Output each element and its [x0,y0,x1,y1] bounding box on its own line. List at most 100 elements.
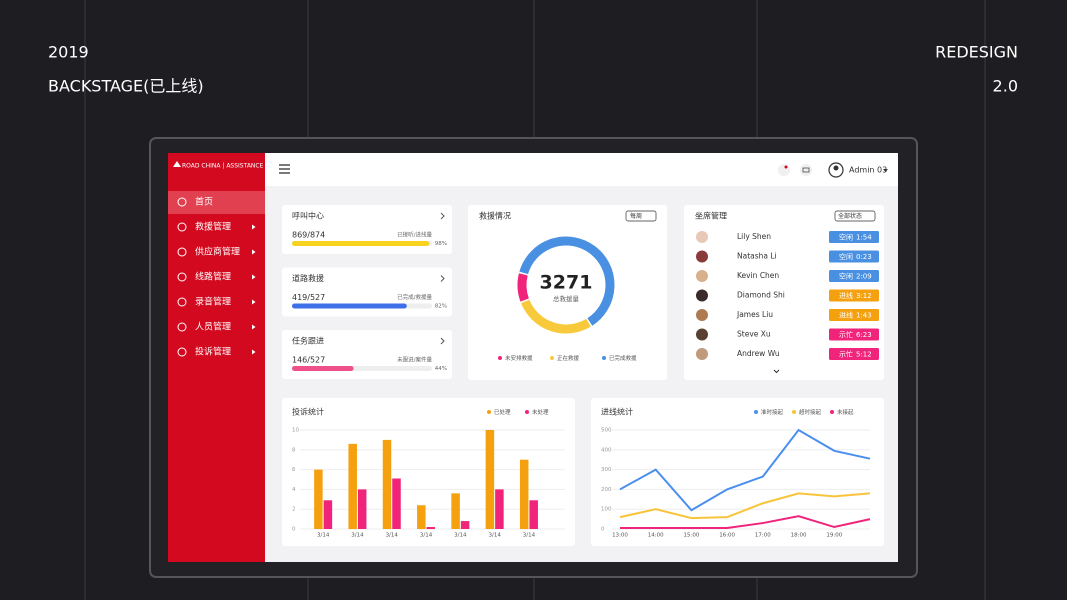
agent-name: Kevin Chen [737,271,779,280]
menu-arrow [252,224,256,230]
progress-bar [292,303,407,309]
mail[interactable] [800,164,812,176]
legend-dot [525,410,529,414]
stat-caption: 已接听/进线量 [397,231,432,239]
status-badge [829,250,879,263]
menu-arrow [252,349,256,355]
menu-icon [177,247,187,257]
bar [460,521,470,529]
stat-value: 869/874 [292,231,325,240]
x-tick-label: 14:00 [648,533,664,539]
x-tick-label: 3/14 [454,533,467,539]
legend-dot [550,356,554,360]
x-tick-label: 17:00 [755,533,771,539]
x-tick-label: 15:00 [683,533,699,539]
bar [323,500,333,529]
menu-active[interactable] [168,191,265,214]
card-title: 坐席管理 [695,211,727,221]
agent-name: James Liu [736,310,773,319]
chart-title: 救援情况 [479,211,511,221]
menu-item[interactable]: 人员管理 [195,321,231,333]
center-value: 3271 [540,272,593,294]
agent-time: 5:12 [856,351,872,359]
agent-status: 示忙 [839,330,853,339]
menu-arrow [252,324,256,330]
menu-icon [177,272,187,282]
agent-time: 1:43 [856,312,872,320]
chart-title: 投诉统计 [292,407,324,417]
agent-time: 6:23 [856,331,872,339]
more-chevron[interactable] [773,369,780,374]
menu-item[interactable]: 录音管理 [195,296,231,308]
bell[interactable] [778,164,790,176]
agent-status: 空闲 [839,272,853,281]
menu-icon[interactable] [279,164,290,174]
agent-time: 3:12 [856,292,872,300]
dropdown[interactable] [834,210,876,222]
bar [426,527,436,529]
y-tick-label: 4 [292,487,296,493]
avatar [696,348,708,360]
legend-label: 已完成救援 [609,354,637,362]
legend-dot [830,410,834,414]
sidebar [168,153,265,562]
avatar [696,328,708,341]
avatar [696,270,708,282]
legend-dot [487,410,491,414]
menu-item[interactable]: 线路管理 [195,271,231,283]
menu-item[interactable]: 首页 [195,196,213,208]
bar [348,443,357,529]
x-tick-label: 3/14 [420,533,433,539]
user-avatar-head [833,165,839,171]
chevron [440,337,445,345]
x-tick-label: 3/14 [523,533,536,539]
progress-bar [292,366,354,371]
avatar [696,250,708,263]
agent-status: 进线 [839,311,853,320]
donut-segment [519,236,615,326]
user-name[interactable]: Admin 03 [849,166,887,175]
mail-icon [802,167,810,173]
x-tick-label: 3/14 [488,533,501,539]
agent-name: Steve Xu [737,330,771,339]
y-tick-label: 0 [601,527,605,533]
x-tick-label: 16:00 [719,533,735,539]
y-tick-label: 300 [601,467,612,473]
topbar [265,153,898,186]
x-tick-label: 13:00 [612,533,628,539]
y-tick-label: 2 [292,507,296,513]
status-badge [829,231,879,243]
menu-arrow [252,249,256,255]
bar [382,439,392,529]
legend-dot [498,356,502,360]
agent-name: Diamond Shi [737,291,785,300]
bar [417,505,426,529]
dropdown-label: 每周 [630,212,642,220]
legend-dot [754,410,758,414]
avatar [696,309,708,321]
y-tick-label: 400 [601,447,612,453]
menu-icon [177,197,187,207]
agent-status: 示忙 [839,350,853,359]
legend-label: 未接起 [837,408,854,416]
stat-percent: 98% [435,241,447,247]
chart-title: 进线统计 [601,407,633,417]
legend-label: 超时接起 [799,408,822,416]
menu-item[interactable]: 救援管理 [195,221,231,233]
legend-label: 未安排救援 [505,354,533,362]
version: 2.0 [993,77,1018,96]
menu-item[interactable]: 供应商管理 [195,246,240,258]
bar [314,469,323,529]
bar [451,493,460,529]
center-label: 总救援量 [553,294,580,303]
user-caret [883,169,888,172]
status-badge [829,348,879,360]
agent-status: 进线 [839,291,853,300]
stat-percent: 44% [435,366,447,372]
legend-dot [602,356,606,360]
dropdown[interactable] [625,210,657,222]
menu-item[interactable]: 投诉管理 [195,346,231,358]
stat-title: 道路救援 [292,273,324,283]
stat-caption: 未跟进/案件量 [397,356,432,364]
